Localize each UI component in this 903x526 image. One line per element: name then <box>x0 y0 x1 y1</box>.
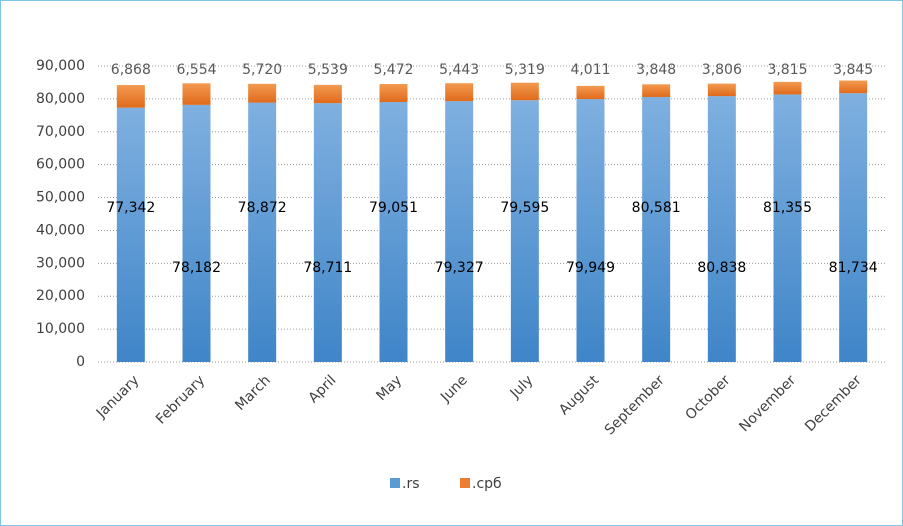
data-label: 81,734 <box>829 260 878 276</box>
bar-segment <box>182 83 211 105</box>
data-label: 79,327 <box>435 260 484 276</box>
y-tick-label: 90,000 <box>36 58 85 74</box>
data-label: 81,355 <box>763 200 812 216</box>
bar-segment <box>379 84 408 103</box>
data-label: 78,711 <box>303 260 352 276</box>
data-label: 78,872 <box>238 200 287 216</box>
data-label: 80,838 <box>697 260 746 276</box>
bar-segment <box>248 102 277 362</box>
bar-segment <box>642 84 671 97</box>
data-label: 79,949 <box>566 260 615 276</box>
data-label: 79,051 <box>369 200 418 216</box>
legend-swatch <box>390 478 400 488</box>
bar-segment <box>773 94 802 363</box>
data-label: 6,868 <box>111 62 151 78</box>
bar-segment <box>445 83 474 102</box>
bar-segment <box>576 99 605 362</box>
bar-segment <box>510 100 539 362</box>
bar-segment <box>182 104 211 362</box>
data-label: 3,848 <box>636 62 676 78</box>
data-label: 78,182 <box>172 260 221 276</box>
bar-segment <box>116 85 145 108</box>
data-label: 3,806 <box>702 62 742 78</box>
data-label: 4,011 <box>570 62 610 78</box>
bar-segment <box>313 84 342 104</box>
data-label: 77,342 <box>106 200 155 216</box>
legend-label: .rs <box>402 476 420 492</box>
bar-segment <box>707 83 736 97</box>
data-label: 5,472 <box>373 62 413 78</box>
legend-label: .срб <box>472 476 502 492</box>
y-tick-label: 70,000 <box>36 124 85 140</box>
bar-segment <box>248 83 277 103</box>
bar-segment <box>773 81 802 95</box>
data-label: 3,815 <box>767 62 807 78</box>
data-label: 80,581 <box>632 200 681 216</box>
data-label: 5,319 <box>505 62 545 78</box>
data-label: 3,845 <box>833 62 873 78</box>
bar-segment <box>313 103 342 362</box>
y-tick-label: 80,000 <box>36 91 85 107</box>
data-label: 6,554 <box>176 62 216 78</box>
y-tick-label: 60,000 <box>36 157 85 173</box>
data-label: 5,443 <box>439 62 479 78</box>
bar-segment <box>510 82 539 101</box>
bar-segment <box>839 93 868 362</box>
y-tick-label: 40,000 <box>36 222 85 238</box>
bar-segment <box>379 102 408 363</box>
bar-segment <box>839 80 868 94</box>
y-tick-label: 10,000 <box>36 321 85 337</box>
legend-swatch <box>460 478 470 488</box>
bar-segment <box>642 96 671 363</box>
data-label: 5,539 <box>308 62 348 78</box>
bar-segment <box>707 96 736 362</box>
y-tick-label: 50,000 <box>36 190 85 206</box>
y-tick-label: 0 <box>76 354 85 370</box>
bar-segment <box>576 85 605 100</box>
bar-segment <box>445 101 474 363</box>
data-label: 79,595 <box>500 200 549 216</box>
data-label: 5,720 <box>242 62 282 78</box>
y-tick-label: 30,000 <box>36 255 85 271</box>
y-tick-label: 20,000 <box>36 288 85 304</box>
bar-segment <box>116 107 145 362</box>
